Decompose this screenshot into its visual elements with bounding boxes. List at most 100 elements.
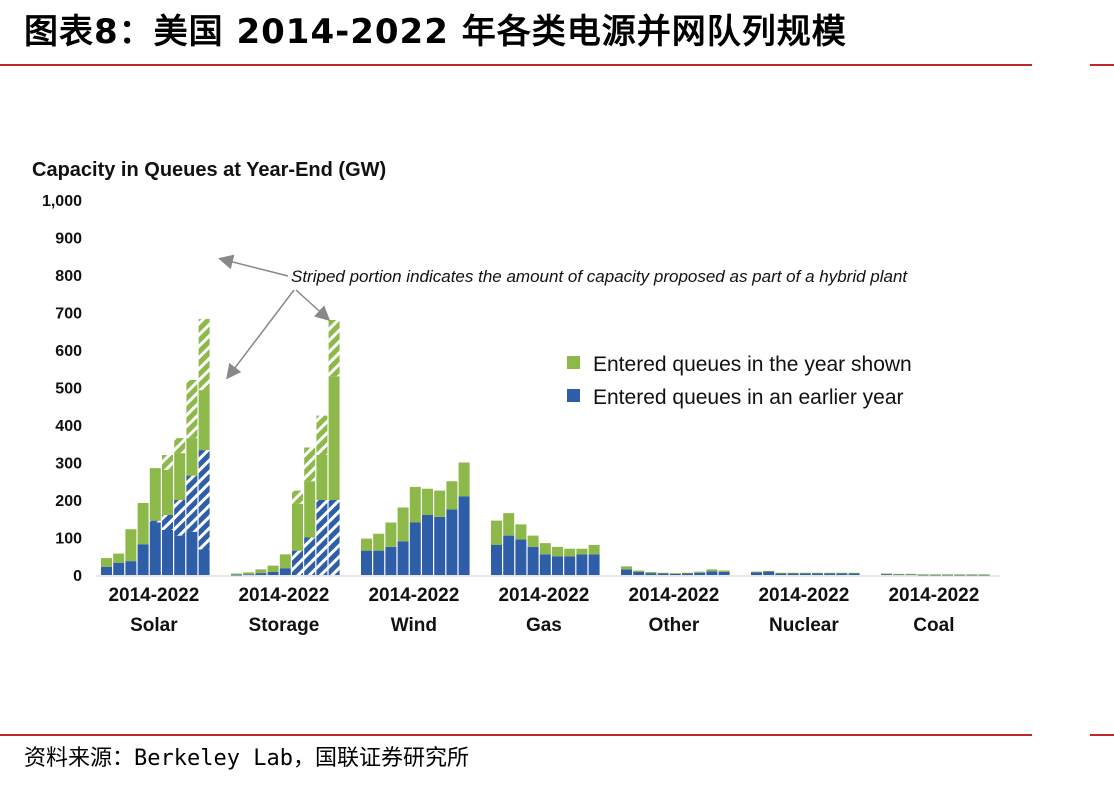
x-year-range-label: 2014-2022 [238, 585, 329, 606]
y-tick-label: 1,000 [42, 193, 82, 210]
y-tick-label: 100 [55, 531, 82, 548]
y-axis: 1,000 900 800 700 600 500 400 300 200 100 0 [42, 193, 82, 585]
bar-new [231, 573, 242, 575]
bar-earlier-hybrid [198, 450, 210, 550]
bar-new [966, 574, 978, 576]
bar-new [539, 543, 551, 555]
bar-earlier [718, 572, 730, 575]
bar-new [763, 570, 775, 572]
footer-rule-right [1090, 734, 1114, 736]
bar-earlier [255, 573, 267, 575]
bar-new [669, 573, 681, 574]
bar-new [174, 453, 186, 500]
y-tick-label: 700 [55, 306, 82, 323]
bar-earlier [174, 535, 186, 575]
bar-earlier [279, 568, 291, 575]
x-axis: 2014-2022 Solar 2014-2022 Storage 2014-2022 W… [108, 585, 979, 636]
x-category-label: Gas [526, 615, 562, 636]
bar-new [385, 522, 397, 547]
bar-new [576, 548, 588, 555]
bar-new [292, 503, 303, 551]
bar-earlier [787, 573, 799, 575]
footer-rule [0, 734, 1032, 736]
legend: Entered queues in the year shown Entered… [567, 353, 912, 409]
bar-earlier [799, 573, 811, 575]
y-tick-label: 800 [55, 268, 82, 285]
legend-swatch-earlier [567, 389, 580, 402]
bar-new-hybrid [328, 320, 340, 377]
bar-new [255, 569, 267, 574]
y-tick-label: 400 [55, 418, 82, 435]
title-rule-right [1090, 64, 1114, 66]
bar-earlier [669, 573, 681, 575]
bar-earlier [101, 566, 112, 575]
bar-new [694, 571, 706, 573]
bar-new [751, 571, 762, 573]
page-title: 图表8：美国 2014-2022 年各类电源并网队列规模 [24, 12, 847, 52]
bar-earlier [881, 573, 892, 575]
bar-earlier-hybrid [292, 550, 303, 575]
bar-earlier [361, 550, 372, 575]
annotation-arrow [295, 289, 331, 322]
x-year-range-label: 2014-2022 [888, 585, 979, 606]
bar-new [149, 468, 161, 521]
x-year-range-label: 2014-2022 [628, 585, 719, 606]
bar-new [162, 470, 173, 515]
bar-new [787, 572, 799, 574]
bar-new [848, 572, 860, 574]
bar-new [397, 507, 409, 542]
bar-earlier [657, 573, 669, 575]
x-category-label: Coal [913, 615, 954, 636]
bar-new [125, 529, 137, 562]
bar-new [186, 438, 198, 476]
bar-new [564, 548, 576, 557]
bar-earlier [694, 572, 706, 575]
bar-new [552, 546, 563, 557]
title-rule [0, 64, 1032, 66]
bar-new [929, 574, 941, 576]
bar-new [633, 570, 645, 572]
y-tick-label: 300 [55, 456, 82, 473]
bar-earlier [564, 556, 576, 575]
bar-earlier-hybrid [149, 520, 161, 523]
bar-earlier [836, 573, 848, 575]
y-tick-label: 200 [55, 493, 82, 510]
bar-earlier [751, 572, 762, 575]
bar-new [824, 572, 836, 574]
bar-earlier [409, 522, 421, 575]
bar-new-hybrid [316, 415, 328, 455]
bar-earlier [446, 509, 458, 575]
bar-earlier [848, 573, 860, 575]
bar-earlier [812, 573, 823, 575]
x-category-label: Solar [130, 615, 178, 636]
bar-new [373, 533, 385, 551]
bar-new [706, 569, 718, 572]
bar-new [588, 545, 600, 555]
bar-earlier [458, 496, 470, 575]
bar-new [446, 481, 458, 510]
bar-new [279, 554, 291, 569]
bar-new [881, 573, 892, 575]
bar-earlier [373, 550, 385, 575]
bar-new-hybrid [198, 318, 210, 391]
x-year-range-label: 2014-2022 [758, 585, 849, 606]
y-tick-label: 0 [73, 568, 82, 585]
bar-new [682, 572, 693, 574]
bar-earlier-hybrid [174, 500, 186, 536]
y-tick-label: 900 [55, 231, 82, 248]
bar-new [775, 572, 787, 574]
bar-earlier [576, 554, 588, 575]
bar-new [267, 565, 279, 572]
bar-earlier [422, 515, 433, 575]
bar-earlier [588, 554, 600, 575]
x-year-range-label: 2014-2022 [108, 585, 199, 606]
annotation-arrow [218, 254, 289, 277]
bar-earlier [645, 573, 657, 575]
y-tick-label: 500 [55, 381, 82, 398]
bars [101, 318, 990, 576]
bar-new [515, 524, 527, 540]
bar-new [409, 486, 421, 523]
bar-earlier [539, 554, 551, 575]
bar-new [316, 455, 328, 500]
bar-new-hybrid [174, 438, 186, 454]
